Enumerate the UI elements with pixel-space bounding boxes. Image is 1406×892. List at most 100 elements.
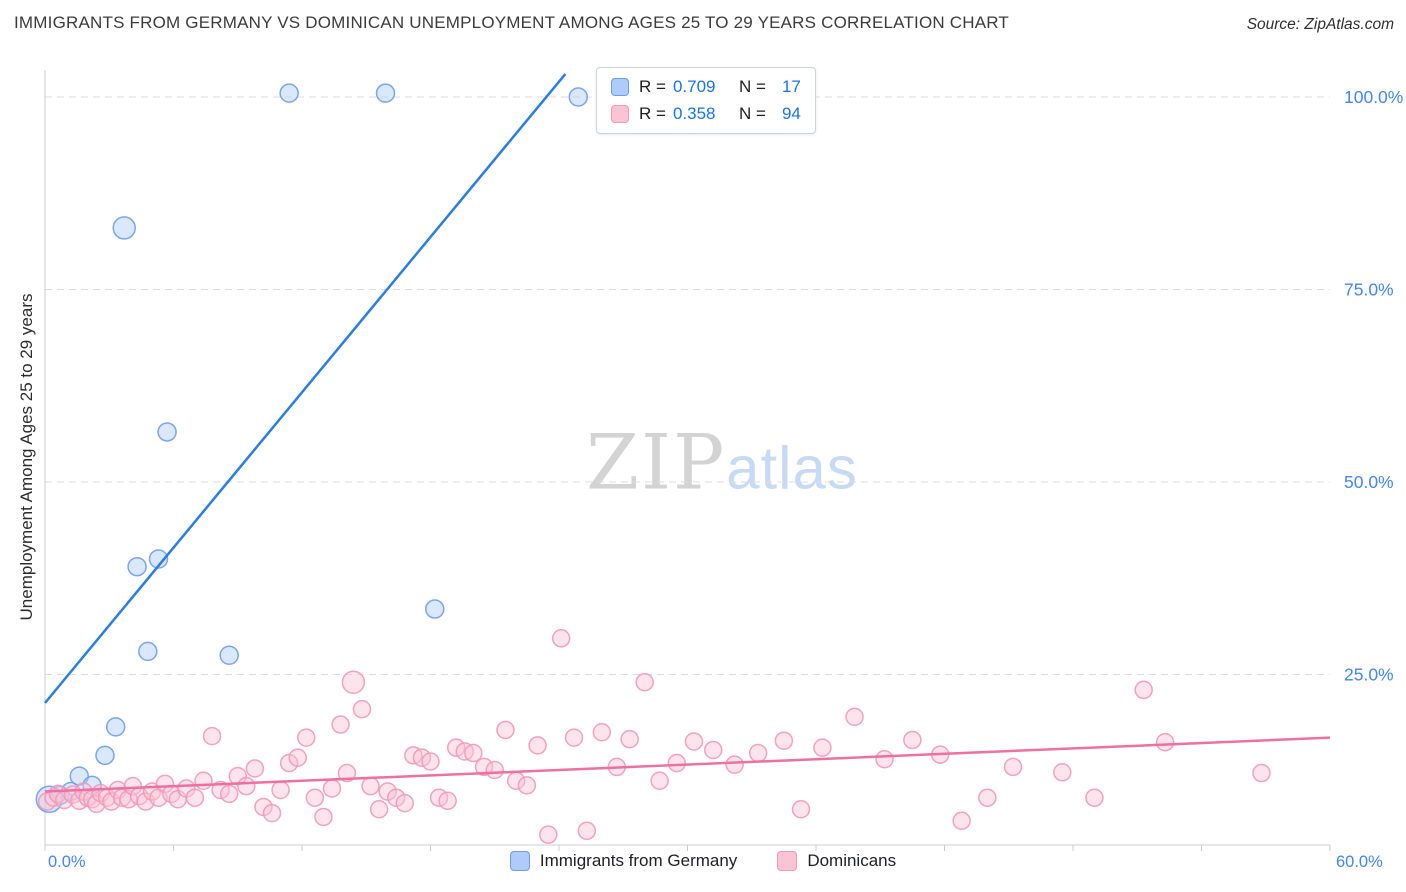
chart-title: IMMIGRANTS FROM GERMANY VS DOMINICAN UNE… (14, 13, 1010, 32)
scatter-point-dominicans[interactable] (337, 763, 357, 783)
scatter-point-dominicans[interactable] (322, 779, 342, 798)
correlation-stats-box: R = 0.709 N = 17 R = 0.358 N = 94 (596, 67, 816, 134)
scatter-point-dominicans[interactable] (341, 670, 366, 694)
stats-swatch-germany-icon (611, 78, 629, 96)
scatter-point-germany[interactable] (138, 641, 158, 662)
r-value-germany: 0.709 (672, 77, 716, 96)
scatter-point-dominicans[interactable] (1053, 763, 1072, 782)
scatter-point-dominicans[interactable] (288, 748, 307, 767)
legend-swatch-germany-icon (509, 851, 530, 871)
trendline-germany (44, 73, 567, 704)
scatter-point-dominicans[interactable] (1003, 757, 1023, 777)
scatter-point-dominicans[interactable] (361, 776, 380, 796)
legend-label-germany: Immigrants from Germany (539, 851, 738, 870)
scatter-point-dominicans[interactable] (305, 788, 325, 807)
scatter-point-dominicans[interactable] (539, 825, 558, 844)
scatter-point-dominicans[interactable] (1252, 763, 1271, 783)
y-axis-title: Unemployment Among Ages 25 to 29 years (17, 293, 36, 621)
scatter-point-dominicans[interactable] (845, 707, 864, 727)
scatter-point-germany[interactable] (279, 83, 299, 103)
scatter-point-dominicans[interactable] (219, 784, 239, 804)
r-value-dominicans: 0.358 (672, 104, 716, 123)
scatter-point-dominicans[interactable] (564, 728, 584, 747)
scatter-point-germany[interactable] (112, 216, 136, 240)
scatter-point-dominicans[interactable] (650, 771, 669, 791)
scatter-point-dominicans[interactable] (813, 738, 832, 757)
scatter-point-dominicans[interactable] (185, 788, 205, 807)
scatter-point-dominicans[interactable] (592, 723, 612, 742)
scatter-point-dominicans[interactable] (684, 732, 704, 751)
scatter-point-dominicans[interactable] (369, 800, 389, 819)
scatter-point-germany[interactable] (105, 717, 126, 737)
scatter-point-germany[interactable] (157, 422, 177, 442)
scatter-point-dominicans[interactable] (485, 760, 504, 780)
scatter-point-dominicans[interactable] (551, 629, 571, 648)
stats-row-germany: R = 0.709 N = 17 (611, 77, 801, 97)
stats-swatch-dominicans-icon (611, 105, 629, 123)
stats-row-dominicans: R = 0.358 N = 94 (611, 104, 801, 124)
scatter-point-dominicans[interactable] (725, 755, 744, 774)
scatter-point-dominicans[interactable] (791, 800, 811, 819)
scatter-point-dominicans[interactable] (155, 774, 175, 794)
scatter-point-dominicans[interactable] (875, 749, 894, 769)
x-axis-max-label: 60.0% (1336, 853, 1383, 871)
scatter-point-dominicans[interactable] (528, 736, 547, 755)
scatter-point-dominicans[interactable] (1155, 733, 1175, 752)
scatter-point-dominicans[interactable] (635, 672, 654, 692)
scatter-point-dominicans[interactable] (748, 743, 768, 763)
legend-item-germany[interactable]: Immigrants from Germany (509, 851, 738, 871)
scatter-point-dominicans[interactable] (978, 788, 997, 807)
scatter-point-dominicans[interactable] (667, 753, 687, 773)
scatter-point-dominicans[interactable] (903, 730, 922, 750)
scatter-point-dominicans[interactable] (271, 780, 290, 800)
scatter-point-dominicans[interactable] (297, 728, 316, 747)
scatter-point-germany[interactable] (95, 745, 115, 766)
scatter-point-dominicans[interactable] (620, 729, 639, 749)
scatter-point-dominicans[interactable] (194, 771, 213, 791)
scatter-point-germany[interactable] (568, 87, 589, 107)
scatter-point-dominicans[interactable] (202, 726, 222, 746)
scatter-point-dominicans[interactable] (496, 720, 515, 740)
scatter-point-dominicans[interactable] (237, 776, 256, 796)
scatter-point-dominicans[interactable] (438, 791, 457, 811)
scatter-point-dominicans[interactable] (577, 821, 597, 841)
scatter-point-dominicans[interactable] (703, 740, 723, 760)
scatter-point-dominicans[interactable] (421, 752, 440, 771)
y-tick-label: 25.0% (1344, 665, 1394, 685)
scatter-point-germany[interactable] (219, 645, 239, 665)
scatter-point-dominicans[interactable] (87, 794, 106, 814)
scatter-point-dominicans[interactable] (952, 811, 971, 831)
scatter-point-dominicans[interactable] (1085, 788, 1104, 807)
n-label-germany: N = (738, 77, 766, 96)
scatter-point-dominicans[interactable] (1134, 680, 1153, 700)
source-attribution: Source: ZipAtlas.com (1246, 16, 1394, 33)
scatter-point-dominicans[interactable] (474, 757, 494, 777)
legend-item-dominicans[interactable]: Dominicans (777, 851, 896, 871)
n-label-dominicans: N = (738, 104, 766, 123)
legend-swatch-dominicans-icon (777, 851, 798, 871)
scatter-point-dominicans[interactable] (517, 776, 537, 795)
scatter-point-dominicans[interactable] (331, 715, 350, 734)
scatter-point-germany[interactable] (127, 556, 147, 577)
scatter-point-dominicans[interactable] (123, 776, 143, 796)
scatter-point-dominicans[interactable] (245, 759, 265, 778)
scatter-point-dominicans[interactable] (774, 731, 794, 750)
trendline-dominicans (44, 736, 1331, 793)
scatter-point-dominicans[interactable] (464, 743, 483, 763)
scatter-point-dominicans[interactable] (395, 793, 415, 813)
scatter-point-dominicans[interactable] (314, 807, 333, 827)
y-tick-label: 75.0% (1344, 280, 1394, 300)
r-label-germany: R = (639, 77, 666, 96)
scatter-point-dominicans[interactable] (352, 699, 372, 719)
x-axis-min-label: 0.0% (48, 853, 86, 871)
y-tick-label: 100.0% (1344, 87, 1403, 107)
r-label-dominicans: R = (639, 104, 666, 123)
scatter-point-dominicans[interactable] (262, 803, 282, 823)
scatter-point-germany[interactable] (425, 599, 445, 619)
n-value-dominicans: 94 (781, 104, 801, 123)
legend-label-dominicans: Dominicans (807, 851, 897, 870)
n-value-germany: 17 (781, 77, 801, 96)
scatter-point-germany[interactable] (375, 83, 396, 103)
scatter-point-germany[interactable] (148, 549, 169, 569)
